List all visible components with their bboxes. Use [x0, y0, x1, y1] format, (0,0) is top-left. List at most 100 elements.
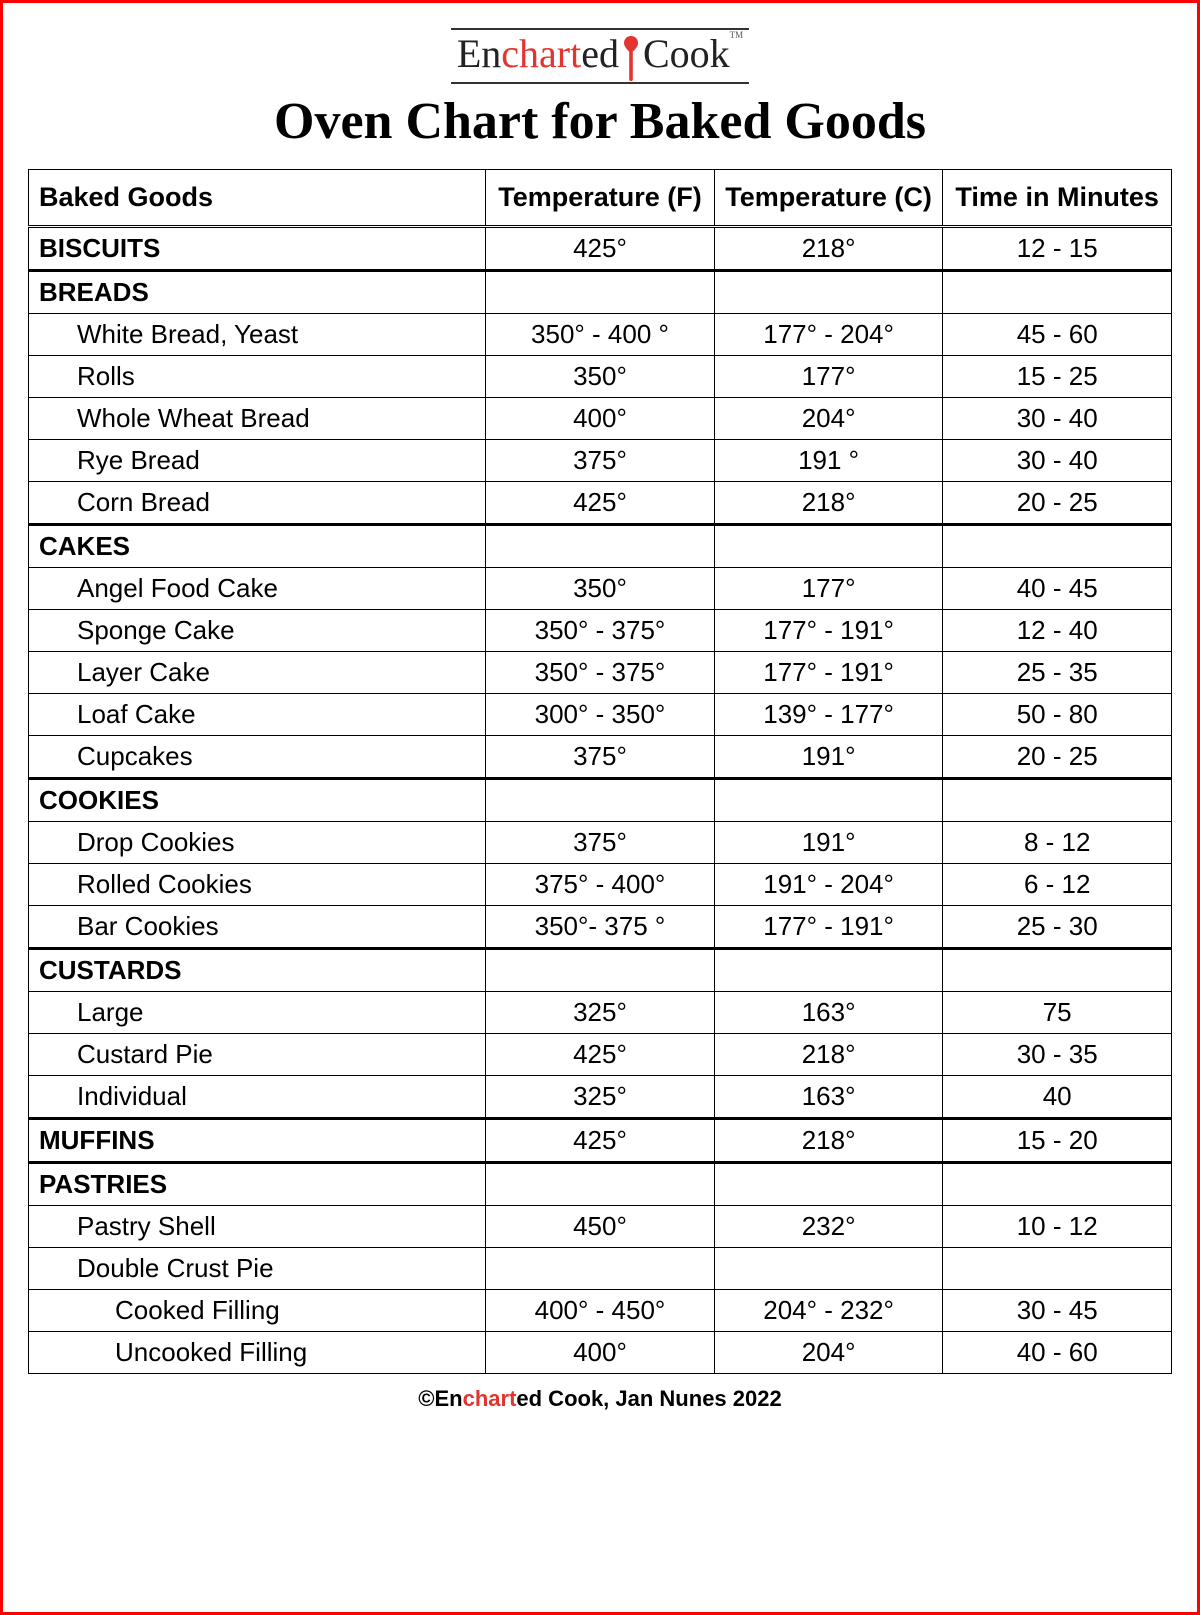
cell-temp-c: 191°	[714, 735, 943, 778]
copyright-pre: ©En	[418, 1386, 462, 1411]
cell-name: Cooked Filling	[29, 1289, 486, 1331]
copyright-line: ©Encharted Cook, Jan Nunes 2022	[28, 1386, 1172, 1412]
cell-name: Individual	[29, 1075, 486, 1118]
cell-name: Sponge Cake	[29, 609, 486, 651]
cell-temp-f: 375°	[486, 735, 715, 778]
cell-temp-f: 350°- 375 °	[486, 905, 715, 948]
cell-time: 40 - 45	[943, 567, 1172, 609]
cell-time: 30 - 40	[943, 439, 1172, 481]
table-row: MUFFINS425°218°15 - 20	[29, 1118, 1172, 1162]
cell-time	[943, 1162, 1172, 1205]
cell-temp-c	[714, 948, 943, 991]
cell-temp-c: 177° - 204°	[714, 313, 943, 355]
cell-temp-f: 450°	[486, 1205, 715, 1247]
table-row: Sponge Cake350° - 375°177° - 191°12 - 40	[29, 609, 1172, 651]
cell-name: Custard Pie	[29, 1033, 486, 1075]
cell-name: BREADS	[29, 270, 486, 313]
cell-temp-c: 191° - 204°	[714, 863, 943, 905]
cell-temp-c: 191 °	[714, 439, 943, 481]
cell-temp-c: 218°	[714, 1033, 943, 1075]
logo-text-pre: En	[457, 31, 501, 76]
table-row: Bar Cookies350°- 375 °177° - 191°25 - 30	[29, 905, 1172, 948]
table-row: Rolls350°177°15 - 25	[29, 355, 1172, 397]
cell-name: Large	[29, 991, 486, 1033]
cell-temp-f	[486, 1162, 715, 1205]
table-header-row: Baked Goods Temperature (F) Temperature …	[29, 169, 1172, 226]
cell-name: Cupcakes	[29, 735, 486, 778]
cell-time: 25 - 30	[943, 905, 1172, 948]
table-row: Rolled Cookies375° - 400°191° - 204°6 - …	[29, 863, 1172, 905]
cell-time: 10 - 12	[943, 1205, 1172, 1247]
cell-name: PASTRIES	[29, 1162, 486, 1205]
cell-temp-f: 325°	[486, 1075, 715, 1118]
logo-text-word2: Cook	[643, 31, 730, 76]
table-row: Drop Cookies375°191°8 - 12	[29, 821, 1172, 863]
cell-temp-f: 350° - 375°	[486, 651, 715, 693]
cell-name: Loaf Cake	[29, 693, 486, 735]
col-header-goods: Baked Goods	[29, 169, 486, 226]
cell-time	[943, 524, 1172, 567]
cell-temp-c: 204°	[714, 1331, 943, 1373]
cell-name: White Bread, Yeast	[29, 313, 486, 355]
cell-name: Rolls	[29, 355, 486, 397]
cell-time: 45 - 60	[943, 313, 1172, 355]
cell-time	[943, 1247, 1172, 1289]
cell-temp-f: 400°	[486, 1331, 715, 1373]
cell-time: 20 - 25	[943, 481, 1172, 524]
cell-temp-f: 425°	[486, 1033, 715, 1075]
table-row: Double Crust Pie	[29, 1247, 1172, 1289]
page-frame: EnchartedCookTM Oven Chart for Baked Goo…	[0, 0, 1200, 1615]
cell-temp-f	[486, 1247, 715, 1289]
copyright-highlight: chart	[463, 1386, 517, 1411]
cell-name: Drop Cookies	[29, 821, 486, 863]
cell-temp-f: 400° - 450°	[486, 1289, 715, 1331]
logo-tm: TM	[730, 30, 744, 40]
cell-name: COOKIES	[29, 778, 486, 821]
cell-temp-c: 232°	[714, 1205, 943, 1247]
cell-time: 30 - 40	[943, 397, 1172, 439]
cell-temp-f	[486, 524, 715, 567]
cell-time: 50 - 80	[943, 693, 1172, 735]
cell-time	[943, 778, 1172, 821]
cell-temp-c	[714, 1247, 943, 1289]
logo-text-highlight: chart	[501, 31, 581, 76]
table-row: CUSTARDS	[29, 948, 1172, 991]
table-row: Custard Pie425°218°30 - 35	[29, 1033, 1172, 1075]
cell-temp-f: 375° - 400°	[486, 863, 715, 905]
cell-name: Double Crust Pie	[29, 1247, 486, 1289]
table-row: COOKIES	[29, 778, 1172, 821]
table-row: Uncooked Filling400°204°40 - 60	[29, 1331, 1172, 1373]
cell-time: 40 - 60	[943, 1331, 1172, 1373]
table-row: White Bread, Yeast350° - 400 °177° - 204…	[29, 313, 1172, 355]
logo-bottom-rule	[451, 82, 749, 84]
table-row: BISCUITS425°218°12 - 15	[29, 226, 1172, 270]
cell-time: 20 - 25	[943, 735, 1172, 778]
cell-temp-f	[486, 270, 715, 313]
cell-name: Rolled Cookies	[29, 863, 486, 905]
col-header-temp-f: Temperature (F)	[486, 169, 715, 226]
table-row: Layer Cake350° - 375°177° - 191°25 - 35	[29, 651, 1172, 693]
cell-temp-c: 218°	[714, 481, 943, 524]
table-row: Individual325°163°40	[29, 1075, 1172, 1118]
cell-temp-c	[714, 524, 943, 567]
cell-temp-f: 350° - 400 °	[486, 313, 715, 355]
cell-time: 40	[943, 1075, 1172, 1118]
cell-temp-f: 425°	[486, 226, 715, 270]
cell-time	[943, 270, 1172, 313]
cell-time: 75	[943, 991, 1172, 1033]
cell-temp-c: 163°	[714, 1075, 943, 1118]
table-row: Cupcakes375°191°20 - 25	[29, 735, 1172, 778]
cell-name: Whole Wheat Bread	[29, 397, 486, 439]
logo-wrap: EnchartedCookTM	[28, 28, 1172, 84]
cell-temp-c	[714, 778, 943, 821]
page-title: Oven Chart for Baked Goods	[28, 92, 1172, 151]
cell-temp-c: 139° - 177°	[714, 693, 943, 735]
table-row: Corn Bread425°218°20 - 25	[29, 481, 1172, 524]
cell-time: 12 - 40	[943, 609, 1172, 651]
cell-temp-c: 163°	[714, 991, 943, 1033]
col-header-temp-c: Temperature (C)	[714, 169, 943, 226]
cell-time: 6 - 12	[943, 863, 1172, 905]
cell-temp-f	[486, 778, 715, 821]
cell-time: 30 - 45	[943, 1289, 1172, 1331]
col-header-time: Time in Minutes	[943, 169, 1172, 226]
